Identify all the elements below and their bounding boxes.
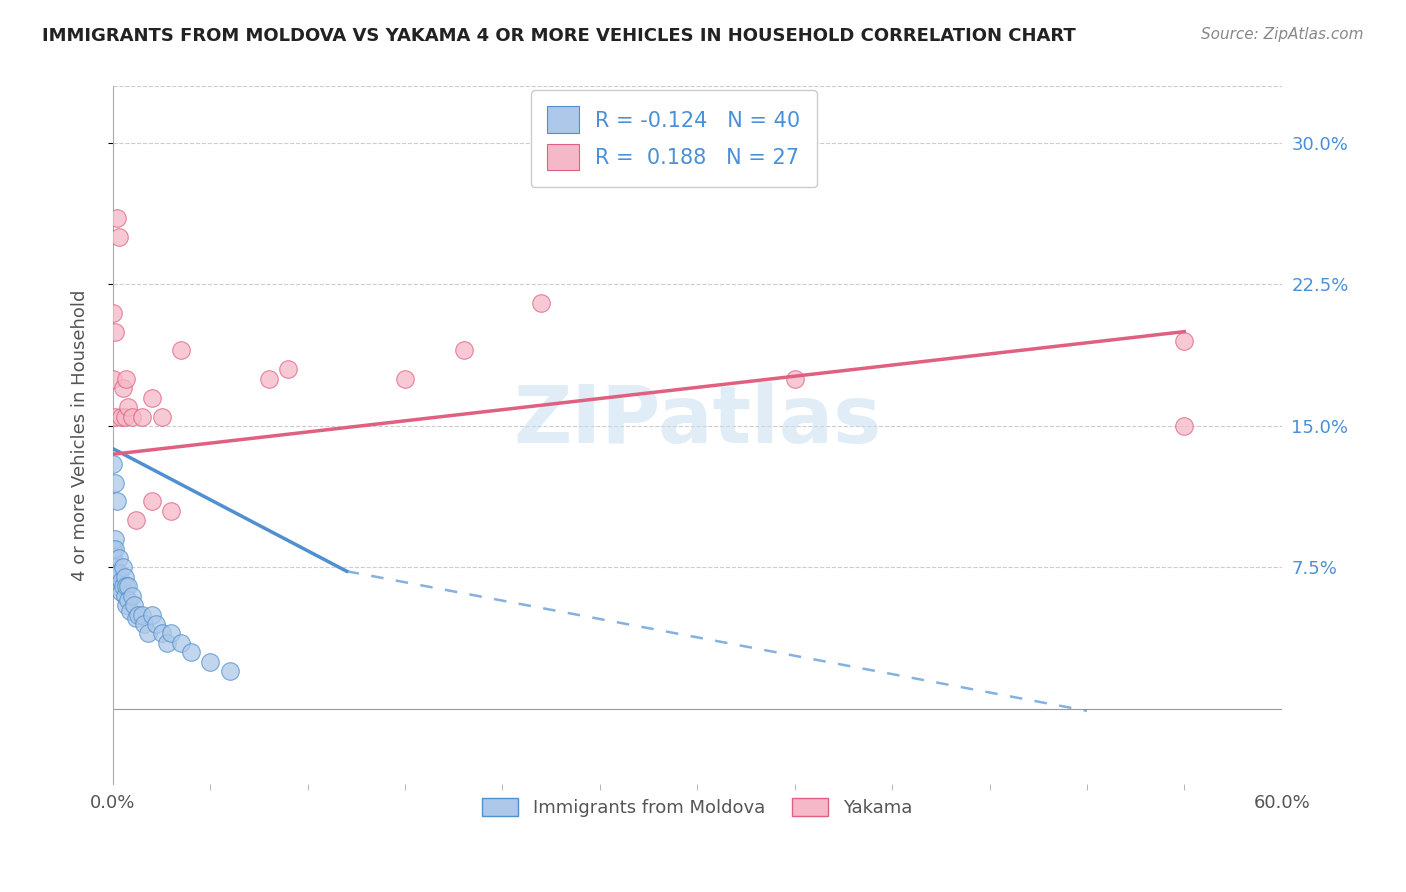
Point	[107, 230, 129, 244]
Point	[101, 372, 124, 386]
Point	[121, 409, 143, 424]
Point	[141, 391, 163, 405]
Point	[111, 381, 134, 395]
Point	[1173, 334, 1195, 348]
Point	[114, 589, 136, 603]
Point	[101, 541, 124, 556]
Text: Source: ZipAtlas.com: Source: ZipAtlas.com	[1201, 27, 1364, 42]
Text: IMMIGRANTS FROM MOLDOVA VS YAKAMA 4 OR MORE VEHICLES IN HOUSEHOLD CORRELATION CH: IMMIGRANTS FROM MOLDOVA VS YAKAMA 4 OR M…	[42, 27, 1076, 45]
Y-axis label: 4 or more Vehicles in Household: 4 or more Vehicles in Household	[72, 290, 89, 581]
Point	[170, 636, 193, 650]
Point	[104, 532, 127, 546]
Point	[105, 570, 128, 584]
Point	[115, 598, 138, 612]
Point	[114, 570, 136, 584]
Point	[120, 604, 142, 618]
Point	[125, 611, 148, 625]
Point	[117, 592, 139, 607]
Point	[104, 560, 127, 574]
Point	[125, 513, 148, 527]
Point	[180, 645, 202, 659]
Point	[156, 636, 179, 650]
Point	[121, 589, 143, 603]
Point	[783, 372, 806, 386]
Text: ZIPatlas: ZIPatlas	[513, 383, 882, 460]
Point	[117, 400, 139, 414]
Point	[110, 585, 132, 599]
Point	[150, 626, 173, 640]
Point	[115, 579, 138, 593]
Point	[104, 325, 127, 339]
Point	[131, 607, 153, 622]
Point	[1173, 419, 1195, 434]
Point	[160, 626, 183, 640]
Point	[115, 372, 138, 386]
Point	[530, 296, 553, 310]
Point	[132, 617, 155, 632]
Point	[104, 541, 127, 556]
Point	[124, 598, 146, 612]
Point	[141, 494, 163, 508]
Point	[394, 372, 416, 386]
Point	[150, 409, 173, 424]
Point	[101, 560, 124, 574]
Point	[101, 306, 124, 320]
Point	[110, 409, 132, 424]
Point	[117, 579, 139, 593]
Point	[111, 560, 134, 574]
Legend: Immigrants from Moldova, Yakama: Immigrants from Moldova, Yakama	[475, 790, 920, 824]
Point	[101, 457, 124, 471]
Point	[111, 579, 134, 593]
Point	[107, 551, 129, 566]
Point	[105, 579, 128, 593]
Point	[107, 566, 129, 581]
Point	[131, 409, 153, 424]
Point	[105, 494, 128, 508]
Point	[277, 362, 299, 376]
Point	[105, 211, 128, 226]
Point	[160, 504, 183, 518]
Point	[127, 607, 149, 622]
Point	[101, 551, 124, 566]
Point	[141, 607, 163, 622]
Point	[104, 409, 127, 424]
Point	[200, 655, 222, 669]
Point	[257, 372, 280, 386]
Point	[453, 343, 475, 358]
Point	[114, 409, 136, 424]
Point	[104, 475, 127, 490]
Point	[110, 574, 132, 588]
Point	[218, 664, 240, 678]
Point	[145, 617, 167, 632]
Point	[170, 343, 193, 358]
Point	[136, 626, 159, 640]
